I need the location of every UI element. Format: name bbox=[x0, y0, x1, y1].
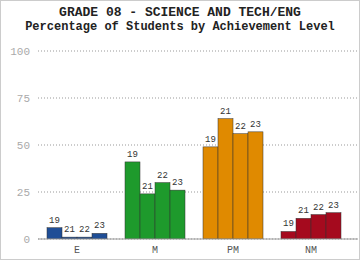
series-label: 21 bbox=[220, 107, 231, 117]
bar bbox=[248, 132, 263, 239]
bar bbox=[170, 190, 185, 239]
series-label: 21 bbox=[64, 225, 75, 235]
series-label: 22 bbox=[157, 171, 168, 181]
series-label: 19 bbox=[127, 150, 138, 160]
y-tick-label: 75 bbox=[17, 93, 30, 105]
grid-line bbox=[38, 145, 358, 146]
grid-line bbox=[38, 192, 358, 193]
chart-svg: GRADE 08 - SCIENCE AND TECH/ENGPercentag… bbox=[0, 0, 360, 260]
bar bbox=[296, 218, 311, 239]
y-tick-label: 100 bbox=[10, 46, 30, 58]
background bbox=[1, 1, 360, 260]
x-tick-label: M bbox=[152, 245, 158, 256]
series-label: 23 bbox=[328, 201, 339, 211]
grid-line bbox=[38, 98, 358, 99]
grid-line bbox=[38, 239, 358, 240]
bar bbox=[326, 213, 341, 239]
grid-line bbox=[38, 51, 358, 52]
bar bbox=[47, 228, 62, 239]
series-label: 19 bbox=[205, 135, 216, 145]
bars bbox=[47, 119, 341, 239]
series-label: 23 bbox=[94, 221, 105, 231]
chart: GRADE 08 - SCIENCE AND TECH/ENGPercentag… bbox=[0, 0, 360, 260]
series-label: 21 bbox=[298, 206, 309, 216]
series-label: 23 bbox=[172, 178, 183, 188]
bar bbox=[155, 183, 170, 239]
y-tick-label: 50 bbox=[17, 140, 30, 152]
bar bbox=[92, 233, 107, 239]
x-tick-label: PM bbox=[227, 245, 239, 256]
series-label: 19 bbox=[49, 216, 60, 226]
bar bbox=[281, 231, 296, 239]
x-tick-label: E bbox=[74, 245, 80, 256]
y-tick-label: 25 bbox=[17, 187, 30, 199]
series-label: 22 bbox=[313, 203, 324, 213]
series-label: 22 bbox=[79, 225, 90, 235]
labels: 19 21 22 23 19 21 22 23 19 21 22 23 19 21 22 23 bbox=[49, 107, 339, 235]
bar bbox=[203, 147, 218, 239]
bar bbox=[140, 194, 155, 239]
subtitle: Percentage of Students by Achievement Le… bbox=[25, 20, 335, 34]
title: GRADE 08 - SCIENCE AND TECH/ENG bbox=[59, 5, 301, 20]
bar bbox=[311, 215, 326, 239]
y-tick-label: 0 bbox=[23, 234, 30, 246]
bar bbox=[125, 162, 140, 239]
series-label: 23 bbox=[250, 120, 261, 130]
x-tick-label: NM bbox=[305, 245, 317, 256]
series-label: 22 bbox=[235, 122, 246, 132]
bar bbox=[218, 119, 233, 239]
series-label: 19 bbox=[283, 219, 294, 229]
bar bbox=[233, 134, 248, 239]
series-label: 21 bbox=[142, 182, 153, 192]
x-axis bbox=[38, 239, 358, 240]
